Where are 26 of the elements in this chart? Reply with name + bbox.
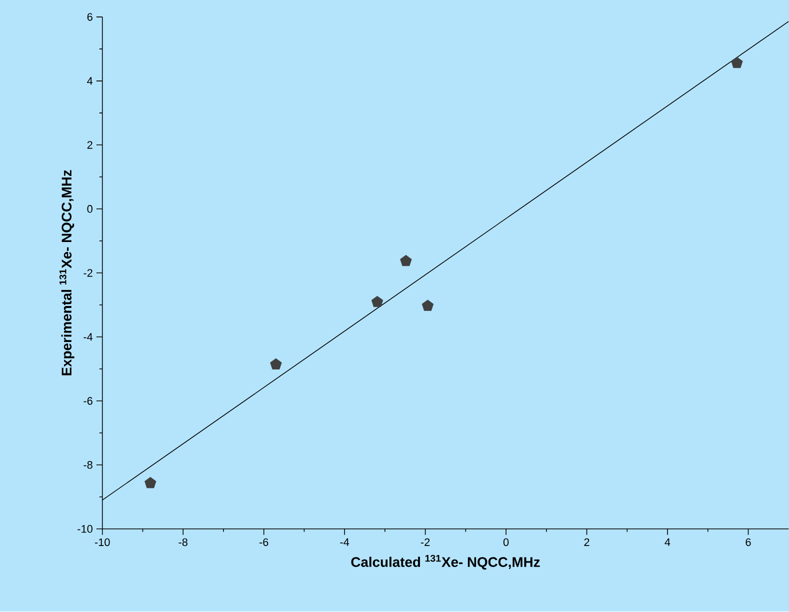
x-tick-label: -2 [420,538,430,546]
point [422,300,434,312]
x-tick-label: -6 [259,538,268,546]
text: Calculated $^{131}$Xe- NQCC,MHz [351,555,540,570]
y-tick-label: 4 [87,77,93,85]
point [731,57,743,68]
y-tick-label: 0 [87,205,92,213]
y-tick-label: -10 [78,525,92,533]
y-tick-label: -8 [84,461,92,469]
y-tick-label: 6 [87,13,92,22]
point [400,255,412,266]
x-tick-label: 6 [746,538,751,546]
y-tick-label: 2 [87,141,92,149]
x-tick-label: -4 [340,538,350,546]
x-tick-label: -10 [94,538,110,546]
x-tick-label: 0 [503,538,509,546]
point [270,358,282,370]
x-tick-label: 4 [664,538,670,546]
x-tick-label: 2 [584,538,590,546]
point [144,477,156,488]
y-tick-label: -4 [84,333,93,341]
y-tick-label: -2 [84,269,92,277]
point [371,296,384,308]
x-tick-label: -8 [178,538,188,546]
y-tick-label: -6 [84,397,92,405]
text: Experimental $^{131}$Xe- NQCC,MHz [59,170,74,376]
